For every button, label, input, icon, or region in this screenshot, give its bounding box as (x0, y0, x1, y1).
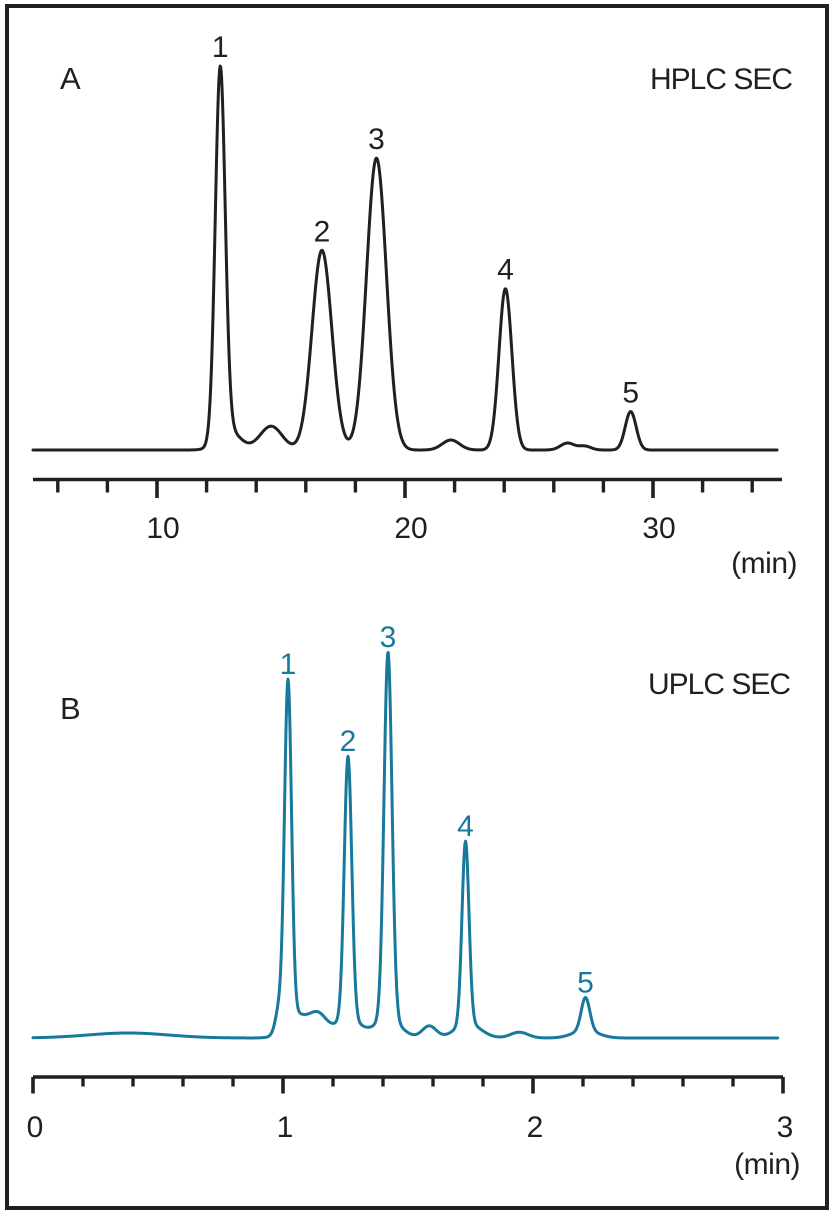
panel-a-letter: A (60, 61, 81, 96)
peak-label-b-3: 3 (380, 621, 397, 654)
peak-label-a-2: 2 (314, 215, 331, 248)
panel-b-letter: B (60, 691, 81, 726)
peak-label-b-4: 4 (457, 810, 474, 843)
figure-frame (5, 4, 829, 1210)
peak-label-b-1: 1 (280, 648, 297, 681)
x-axis-a-tick-label: 10 (146, 512, 179, 545)
x-axis-b-tick-label: 3 (777, 1111, 794, 1144)
x-axis-b-tick-label: 1 (277, 1111, 294, 1144)
peak-label-a-5: 5 (622, 377, 639, 410)
peak-label-b-2: 2 (340, 725, 357, 758)
chromatogram-a-trace (31, 64, 779, 452)
x-axis-b-tick-label: 2 (527, 1111, 544, 1144)
panel-b-axis-unit-label: (min) (734, 1148, 800, 1181)
x-axis-a-tick-label: 30 (642, 512, 675, 545)
panel-a-axis-unit-label: (min) (731, 547, 797, 580)
x-axis-a-tick-label: 20 (394, 512, 427, 545)
panel-b-method-label: UPLC SEC (647, 668, 791, 701)
peak-label-a-1: 1 (212, 31, 229, 64)
chromatogram-b-trace (31, 650, 780, 1040)
panel-a-method-label: HPLC SEC (649, 63, 793, 96)
peak-label-b-5: 5 (577, 966, 594, 999)
peak-label-a-4: 4 (497, 254, 514, 287)
x-axis-b-tick-label: 0 (27, 1111, 44, 1144)
peak-label-a-3: 3 (368, 123, 385, 156)
